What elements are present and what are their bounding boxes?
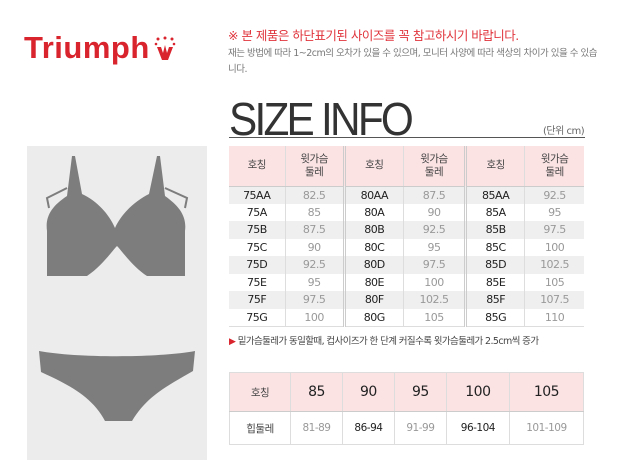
size-cell: 75D [229, 256, 286, 274]
row-label: 호칭 [229, 372, 291, 412]
title-divider [229, 137, 585, 138]
product-image-panel [27, 146, 207, 460]
column-header: 윗가슴 둘레 [524, 146, 584, 187]
column-header: 윗가슴 둘레 [403, 146, 468, 187]
bust-value-cell: 105 [403, 308, 468, 327]
note-text: 밑가슴둘레가 동일할때, 컵사이즈가 한 단계 커질수록 윗가슴둘레가 2.5c… [237, 336, 539, 347]
size-cell: 85D [465, 256, 526, 274]
size-cell: 85AA [465, 186, 526, 204]
bust-value-cell: 100 [403, 273, 468, 291]
size-cell: 80B [344, 221, 404, 239]
column-header: 호칭 [344, 146, 404, 187]
bust-value-cell: 87.5 [403, 186, 468, 204]
size-cell: 85G [465, 308, 526, 327]
unit-label: (단위 cm) [543, 126, 585, 137]
size-cell: 80G [344, 308, 404, 327]
panty-image [39, 351, 195, 421]
size-cell: 85A [465, 203, 526, 221]
table-row: 힙둘레 81-89 86-94 91-99 96-104 101-109 [229, 411, 585, 445]
crown-icon [154, 36, 176, 60]
bust-value-cell: 92.5 [524, 186, 584, 204]
bust-value-cell: 97.5 [403, 256, 468, 274]
cup-size-note: ▶ 밑가슴둘레가 동일할때, 컵사이즈가 한 단계 커질수록 윗가슴둘레가 2.… [229, 333, 539, 347]
column-header: 호칭 [229, 146, 286, 187]
bust-value-cell: 95 [285, 273, 346, 291]
bust-value-cell: 110 [524, 308, 584, 327]
bust-value-cell: 102.5 [524, 256, 584, 274]
bust-value-cell: 87.5 [285, 221, 346, 239]
size-cell: 75AA [229, 186, 286, 204]
hip-value: 81-89 [290, 411, 343, 445]
size-cell: 75A [229, 203, 286, 221]
bra-image [45, 156, 189, 276]
triangle-bullet-icon: ▶ [229, 337, 236, 347]
bust-value-cell: 100 [544, 240, 565, 254]
column-header: 호칭 [465, 146, 526, 187]
bust-value-cell: 92.5 [285, 256, 346, 274]
bust-value-cell: 97.5 [524, 221, 584, 239]
size-header: 85 [290, 372, 343, 412]
bust-value-cell: 100 [285, 308, 346, 327]
size-cell: 75C [229, 238, 286, 256]
bust-value-cell: 95 [524, 203, 584, 221]
size-notice: ※ 본 제품은 하단표기된 사이즈를 꼭 참고하시기 바랍니다. [228, 28, 519, 43]
size-cell: 75B [229, 221, 286, 239]
bust-value-cell: 85 [285, 203, 346, 221]
size-cell: 85C [465, 238, 526, 256]
row-label: 힙둘레 [229, 411, 291, 445]
bust-value-cell: 82.5 [285, 186, 346, 204]
size-cell: 80E [344, 273, 404, 291]
product-image [39, 156, 195, 421]
bust-value-cell: 92.5 [403, 221, 468, 239]
table-row: 75D 92.5 80D 97.5 85D 102.5 [229, 256, 584, 274]
bust-value-cell: 102.5 [403, 291, 468, 309]
size-cell: 75E [229, 273, 286, 291]
size-cell: 85B [465, 221, 526, 239]
table-row: 75B 87.5 80B 92.5 85B 97.5 [229, 221, 584, 239]
bust-value-cell: 107.5 [524, 291, 584, 309]
table-row: 75F 97.5 80F 102.5 85F 107.5 [229, 291, 584, 309]
size-cell: 75G [229, 308, 286, 327]
table-header-row: 호칭 85 90 95 100 105 [229, 372, 585, 412]
measurement-disclaimer: 재는 방법에 따라 1~2cm의 오차가 있을 수 있으며, 모니터 사양에 따… [228, 48, 597, 75]
table-row: 75G 100 80G 105 85G 110 [229, 308, 584, 327]
size-cell: 80D [344, 256, 404, 274]
panty-size-table: 호칭 85 90 95 100 105 힙둘레 81-89 86-94 91-9… [229, 372, 585, 445]
size-cell: 80C [344, 238, 404, 256]
size-header: 90 [342, 372, 395, 412]
size-header: 95 [394, 372, 447, 412]
table-row: 75C 90 80C 95 85C 100 [229, 238, 584, 256]
bust-value-cell: 95 [403, 238, 468, 256]
hip-value: 91-99 [394, 411, 447, 445]
bust-value-cell: 90 [403, 203, 468, 221]
table-row: 75E 95 80E 100 85E 105 [229, 273, 584, 291]
size-cell: 85E [465, 273, 526, 291]
size-cell: 85F [465, 291, 526, 309]
hip-value: 86-94 [342, 411, 395, 445]
size-cell: 80F [344, 291, 404, 309]
hip-value: 101-109 [509, 411, 585, 445]
table-row: 75AA 82.5 80AA 87.5 85AA 92.5 [229, 186, 584, 204]
size-cell: 75F [229, 291, 286, 309]
hip-value: 96-104 [446, 411, 510, 445]
size-header: 100 [446, 372, 510, 412]
table-header-row: 호칭 윗가슴 둘레 호칭 윗가슴 둘레 호칭 윗가슴 둘레 [229, 146, 584, 187]
bra-size-table: 호칭 윗가슴 둘레 호칭 윗가슴 둘레 호칭 윗가슴 둘레 75AA 82.5 80AA 8… [229, 146, 584, 327]
logo-text: Triumph [24, 30, 150, 65]
table-row: 75A 85 80A 90 85A 95 [229, 203, 584, 221]
bust-value-cell: 97.5 [285, 291, 346, 309]
bust-value-cell: 105 [544, 275, 565, 289]
page-title: SIZE INFO [229, 93, 414, 145]
column-header: 윗가슴 둘레 [285, 146, 346, 187]
size-cell: 80AA [344, 186, 404, 204]
bust-value-cell: 90 [285, 238, 346, 256]
size-cell: 80A [344, 203, 404, 221]
size-header: 105 [509, 372, 585, 412]
triumph-logo: Triumph [24, 30, 176, 66]
